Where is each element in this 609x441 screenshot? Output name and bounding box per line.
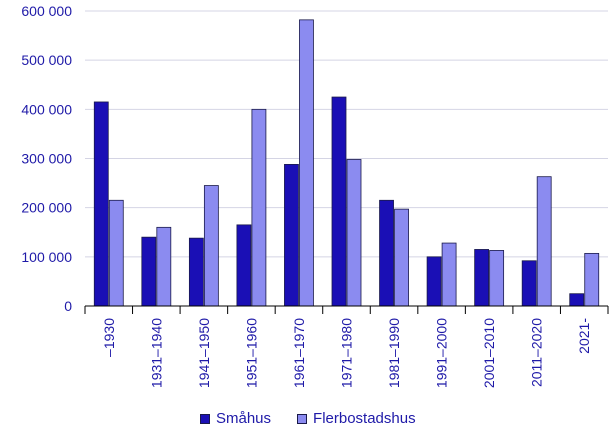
y-axis-tick-labels: 0 100 000 200 000 300 000 400 000 500 000 600 … — [21, 3, 72, 314]
legend-swatch-smahus — [200, 413, 210, 424]
bar-flerbostadshus — [108, 199, 124, 307]
legend-swatch-flerbostadshus — [297, 413, 308, 424]
bar-flerbostadshus — [489, 250, 505, 307]
legend-item-flerbostadshus: Flerbostadshus — [297, 410, 416, 427]
bar-flerbostadshus — [394, 208, 409, 307]
bars — [93, 19, 600, 307]
x-tick-label: 2001–2010 — [481, 318, 497, 388]
bar-smahus — [521, 260, 537, 307]
bar-smahus — [188, 237, 204, 307]
bar-flerbostadshus — [584, 252, 600, 307]
y-tick-label: 0 — [64, 298, 72, 314]
y-tick-label: 200 000 — [21, 200, 72, 216]
grid-lines — [85, 10, 608, 307]
bar-smahus — [569, 293, 585, 307]
bar-flerbostadshus — [156, 226, 172, 307]
bar-smahus — [426, 256, 442, 307]
x-tick-label: 1991–2000 — [434, 318, 450, 388]
x-axis — [84, 305, 609, 314]
x-tick-label: 2011–2020 — [529, 318, 545, 387]
bar-smahus — [331, 96, 347, 307]
bar-smahus — [236, 224, 252, 307]
y-tick-label: 400 000 — [21, 101, 72, 117]
bar-smahus — [379, 199, 394, 307]
x-axis-tick-labels: –1930 1931–1940 1941–1950 1951–1960 1961–197… — [101, 318, 592, 388]
legend: Småhus Flerbostadshus — [200, 410, 416, 427]
x-tick-label: 1941–1950 — [196, 318, 212, 388]
bar-flerbostadshus — [299, 19, 314, 307]
legend-label-flerbostadshus: Flerbostadshus — [313, 410, 416, 427]
x-tick-label: 1981–1990 — [386, 318, 402, 388]
x-tick-label: 1951–1960 — [243, 318, 259, 388]
bar-flerbostadshus — [346, 159, 362, 307]
y-tick-label: 100 000 — [21, 249, 72, 265]
x-tick-label: –1930 — [101, 318, 117, 357]
bar-smahus — [141, 236, 157, 307]
y-tick-label: 500 000 — [21, 52, 72, 68]
bar-flerbostadshus — [441, 242, 457, 307]
y-tick-label: 300 000 — [21, 151, 72, 167]
x-tick-label: 1961–1970 — [291, 318, 307, 388]
x-tick-label: 1931–1940 — [148, 318, 164, 388]
bar-smahus — [474, 249, 490, 307]
bar-flerbostadshus — [251, 108, 267, 307]
bar-smahus — [93, 101, 109, 307]
bar-smahus — [284, 163, 299, 307]
x-tick-label: 1971–1980 — [339, 318, 355, 388]
bar-flerbostadshus — [536, 176, 552, 307]
y-tick-label: 600 000 — [21, 3, 72, 19]
legend-label-smahus: Småhus — [216, 410, 272, 427]
x-tick-label: 2021- — [576, 318, 592, 354]
legend-item-smahus: Småhus — [200, 410, 271, 427]
bar-flerbostadshus — [203, 185, 219, 307]
